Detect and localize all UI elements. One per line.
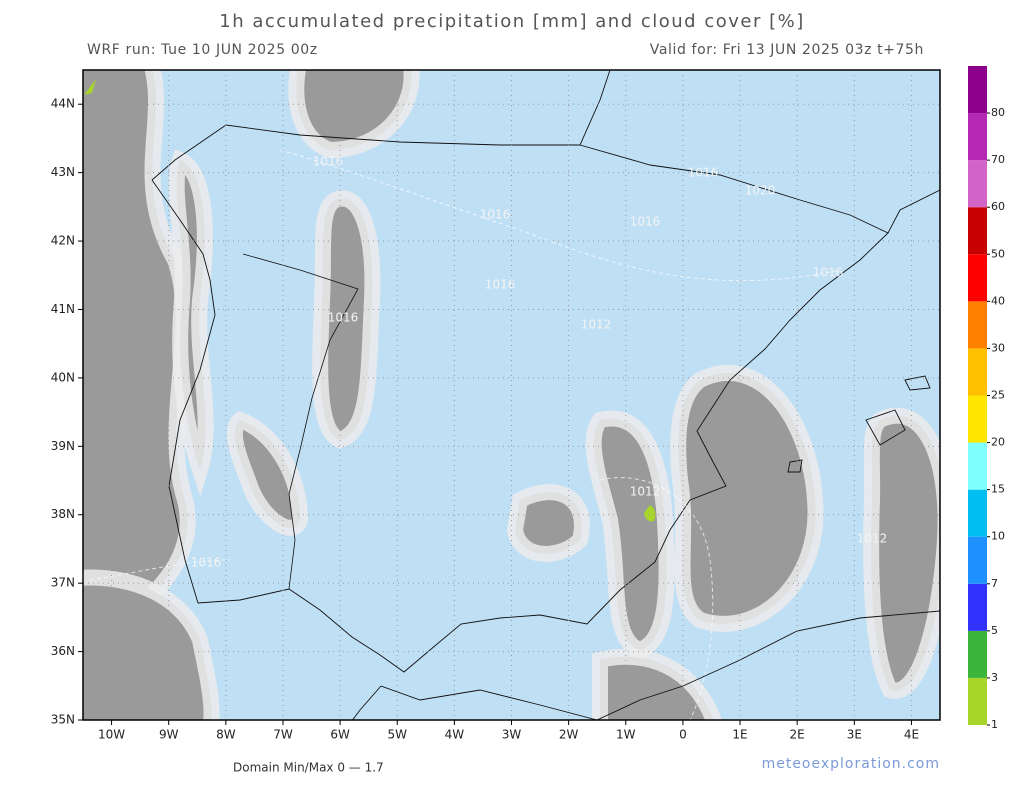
isobar-labels: 1016 1016 1016 1016 1016 1020 1016 1012 1012 1016… [191,155,888,570]
colorbar-label: 70 [991,153,1005,166]
isobar-label: 1016 [813,266,844,280]
precipitation [644,505,656,522]
isobars [89,149,841,720]
colorbar-segment [968,677,987,725]
colorbar-segment [968,583,987,631]
colorbar-label: 40 [991,294,1005,307]
axes: 10W 9W 8W 7W 6W 5W 4W 3W 2W 1W 0 1E 2E 3E 4E 35N 36N 37N 3… [51,97,919,742]
isobar-label: 1020 [745,184,776,198]
isobar-label: 1016 [191,556,222,570]
title: 1h accumulated precipitation [mm] and cl… [219,11,804,32]
x-tick-label: 4E [904,728,919,742]
colorbar-segment [968,395,987,443]
x-tick-label: 2W [559,728,579,742]
y-tick-label: 36N [51,644,75,658]
isobar-label: 1016 [328,311,359,325]
colorbar-label: 25 [991,389,1005,402]
y-tick-label: 35N [51,713,75,727]
isobar-label: 1012 [630,485,661,499]
cloud-cover [83,70,940,720]
isobar-label: 1016 [485,278,516,292]
isobar-label: 1016 [313,155,344,169]
colorbar-segment [968,489,987,537]
map-area: 1016 1016 1016 1016 1016 1020 1016 1012 1012 1016… [83,70,940,720]
x-tick-label: 1E [732,728,747,742]
colorbar-label: 15 [991,483,1005,496]
x-tick-label: 8W [216,728,236,742]
valid-label: Valid for: Fri 13 JUN 2025 03z t+75h [650,42,924,58]
colorbar-segment [968,254,987,302]
x-tick-label: 9W [159,728,179,742]
y-tick-label: 37N [51,576,75,590]
colorbar-segment [968,536,987,584]
colorbar-segment [968,207,987,255]
x-tick-label: 7W [273,728,293,742]
colorbar-label: 5 [991,624,998,637]
x-tick-label: 6W [330,728,350,742]
y-tick-label: 39N [51,439,75,453]
x-tick-label: 4W [445,728,465,742]
y-tick-label: 40N [51,370,75,384]
colorbar-label: 80 [991,106,1005,119]
coastlines [151,70,940,720]
y-tick-label: 38N [51,507,75,521]
x-tick-label: 1W [616,728,636,742]
colorbar-segment [968,442,987,490]
x-tick-label: 3E [847,728,862,742]
x-tick-label: 2E [790,728,805,742]
grid [83,70,940,720]
run-label: WRF run: Tue 10 JUN 2025 00z [87,42,318,58]
colorbar-segment [968,160,987,208]
colorbar-segment [968,630,987,678]
colorbar-label: 7 [991,577,998,590]
x-tick-label: 3W [502,728,522,742]
colorbar: 1 3 5 7 10 15 20 25 30 40 50 60 70 80 [968,66,1005,731]
y-tick-label: 43N [51,165,75,179]
isobar-label: 1016 [480,208,511,222]
colorbar-label: 30 [991,341,1005,354]
site-label: meteoexploration.com [762,756,940,772]
precipitation [84,79,96,95]
colorbar-label: 50 [991,247,1005,260]
colorbar-label: 60 [991,200,1005,213]
isobar-label: 1016 [630,215,661,229]
x-tick-label: 5W [387,728,407,742]
isobar-label: 1012 [581,318,612,332]
colorbar-segment [968,301,987,349]
isobar-label: 1016 [688,166,719,180]
colorbar-segment [968,66,987,114]
x-tick-label: 0 [679,728,687,742]
colorbar-label: 1 [991,718,998,731]
y-tick-label: 41N [51,302,75,316]
min-max-label: Domain Min/Max 0 — 1.7 [233,761,384,775]
x-tick-label: 10W [98,728,125,742]
colorbar-label: 20 [991,436,1005,449]
border [242,253,359,590]
colorbar-label: 3 [991,671,998,684]
colorbar-segment [968,113,987,161]
isobar-label: 1012 [857,532,888,546]
colorbar-label: 10 [991,530,1005,543]
y-tick-label: 44N [51,97,75,111]
y-tick-label: 42N [51,234,75,248]
colorbar-segment [968,348,987,396]
